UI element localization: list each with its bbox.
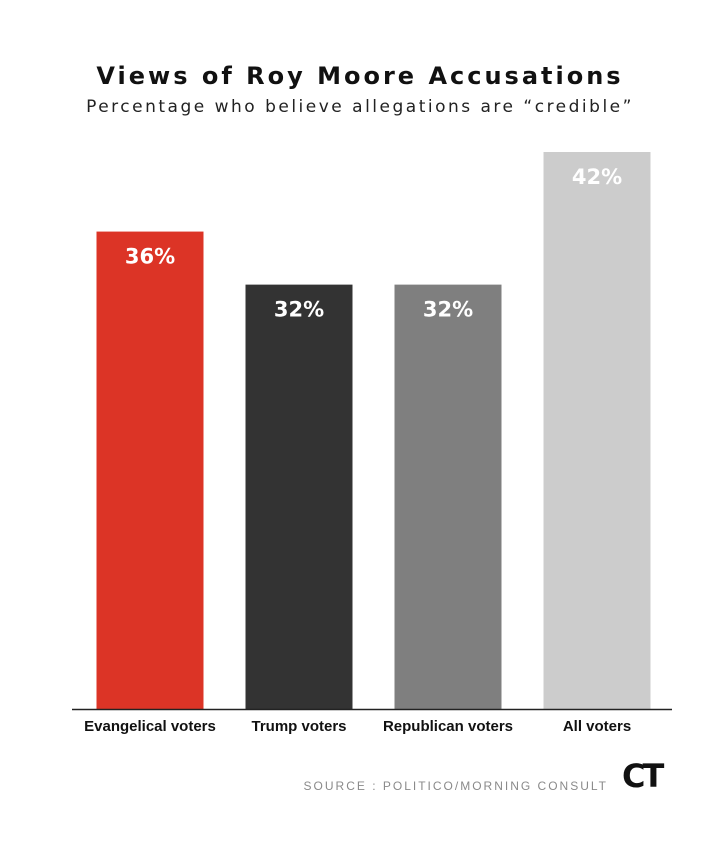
- category-label-3: All voters: [563, 718, 631, 735]
- category-label-2: Republican voters: [383, 718, 513, 735]
- source-note: SOURCE : POLITICO/MORNING CONSULT: [303, 779, 608, 793]
- bar-0: [96, 231, 204, 710]
- bar-value-label-1: 32%: [274, 298, 324, 322]
- bar-value-label-2: 32%: [423, 298, 473, 322]
- bar-value-label-3: 42%: [572, 165, 622, 189]
- bar-1: [245, 284, 353, 709]
- bar-3: [543, 152, 651, 709]
- category-label-1: Trump voters: [251, 718, 346, 735]
- bar-value-label-0: 36%: [125, 245, 175, 269]
- chart-title: Views of Roy Moore Accusations: [96, 62, 624, 90]
- chart-subtitle: Percentage who believe allegations are “…: [86, 97, 634, 117]
- bar-2: [394, 284, 502, 709]
- category-label-0: Evangelical voters: [84, 718, 216, 735]
- publisher-logo: CT: [622, 757, 664, 795]
